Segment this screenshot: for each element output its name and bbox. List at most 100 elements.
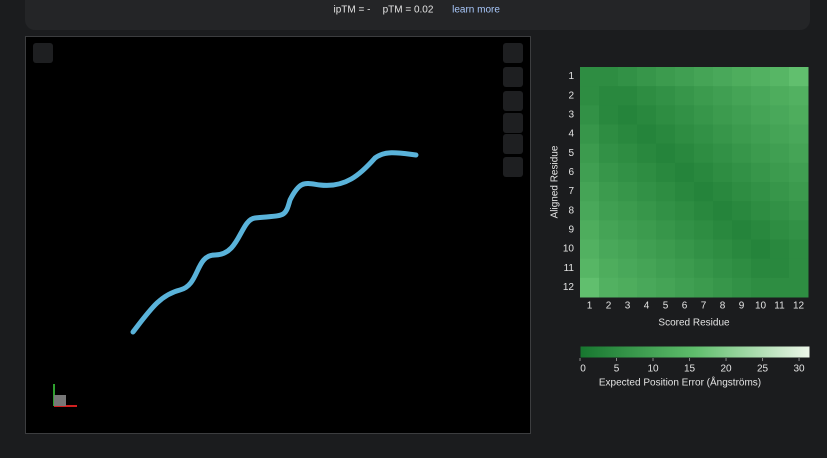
heatmap-cell — [751, 105, 771, 125]
heatmap-cell — [618, 67, 638, 87]
x-axis-label: Scored Residue — [658, 318, 730, 329]
heatmap-cell — [637, 239, 657, 260]
x-tick-label: 12 — [793, 301, 805, 312]
heatmap-cell — [580, 124, 600, 145]
heatmap-cell — [675, 67, 695, 87]
heatmap-cell — [675, 239, 695, 260]
heatmap-cell — [751, 182, 771, 202]
heatmap-cell — [732, 182, 752, 202]
heatmap-cell — [713, 258, 733, 279]
heatmap-cell — [675, 182, 695, 202]
heatmap-cell — [656, 105, 676, 125]
heatmap-cell — [713, 105, 733, 125]
heatmap-cell — [694, 239, 714, 260]
x-tick-label: 8 — [720, 301, 726, 312]
heatmap-cell — [751, 277, 771, 298]
x-tick-label: 1 — [587, 301, 593, 312]
heatmap-cell — [637, 86, 657, 106]
heatmap-cell — [656, 143, 676, 164]
heatmap-cell — [599, 258, 619, 279]
heatmap-cell — [675, 143, 695, 164]
heatmap-cell — [713, 182, 733, 202]
heatmap-cell — [580, 162, 600, 183]
measure-button[interactable] — [503, 91, 523, 111]
viewer-toolbar — [503, 43, 523, 177]
heatmap-cell — [656, 86, 676, 106]
x-tick-label: 4 — [644, 301, 650, 312]
heatmap-cell — [789, 124, 809, 145]
heatmap-cell — [618, 182, 638, 202]
colorbar-tick-label: 10 — [647, 364, 659, 375]
heatmap-cell — [637, 67, 657, 87]
zoom-button[interactable] — [503, 67, 523, 87]
heatmap-cell — [618, 162, 638, 183]
heatmap-cell — [770, 277, 790, 298]
heatmap-cell — [789, 201, 809, 221]
settings-button[interactable] — [503, 134, 523, 154]
heatmap-cell — [637, 277, 657, 298]
x-tick-label: 2 — [606, 301, 612, 312]
y-tick-label: 9 — [568, 225, 574, 236]
protein-ribbon — [130, 150, 419, 335]
heatmap-cell — [580, 182, 600, 202]
heatmap-cell — [751, 239, 771, 260]
heatmap-cell — [618, 258, 638, 279]
structure-viewer[interactable] — [25, 36, 531, 434]
fullscreen-button[interactable] — [503, 113, 523, 133]
heatmap-cell — [751, 258, 771, 279]
heatmap-cell — [732, 124, 752, 145]
heatmap-cell — [675, 258, 695, 279]
heatmap-cell — [694, 277, 714, 298]
colorbar-tick-label: 20 — [720, 364, 732, 375]
heatmap-cell — [789, 86, 809, 106]
heatmap-cell — [675, 277, 695, 298]
heatmap-cell — [732, 162, 752, 183]
colorbar-tick-label: 0 — [580, 364, 586, 375]
heatmap-cell — [770, 201, 790, 221]
heatmap-cell — [637, 124, 657, 145]
y-tick-label: 6 — [568, 167, 574, 178]
select-button[interactable] — [503, 157, 523, 177]
y-axis-label: Aligned Residue — [550, 145, 561, 218]
heatmap-cell — [694, 220, 714, 240]
x-tick-label: 6 — [682, 301, 688, 312]
x-tick-label: 10 — [755, 301, 767, 312]
ptm: pTM = 0.02 — [383, 5, 434, 16]
heatmap-cell — [599, 162, 619, 183]
heatmap-cell — [732, 105, 752, 125]
reset-button[interactable] — [503, 43, 523, 63]
heatmap-cell — [789, 220, 809, 240]
heatmap-cell — [751, 162, 771, 183]
heatmap-cell — [580, 67, 600, 87]
heatmap-cell — [694, 124, 714, 145]
y-tick-label: 11 — [564, 263, 575, 274]
y-tick-label: 8 — [568, 205, 574, 216]
heatmap-cell — [694, 258, 714, 279]
heatmap-cell — [789, 277, 809, 298]
heatmap-cell — [656, 162, 676, 183]
heatmap-cell — [656, 182, 676, 202]
learn-more-link[interactable]: learn more — [452, 5, 500, 16]
heatmap-cell — [770, 182, 790, 202]
heatmap-cell — [732, 220, 752, 240]
heatmap-cell — [675, 105, 695, 125]
heatmap-cell — [751, 201, 771, 221]
heatmap-cell — [732, 86, 752, 106]
x-tick-label: 5 — [663, 301, 669, 312]
heatmap-cell — [770, 220, 790, 240]
heatmap-cell — [599, 239, 619, 260]
heatmap-cell — [770, 105, 790, 125]
heatmap-cell — [732, 143, 752, 164]
heatmap-cell — [713, 162, 733, 183]
heatmap-cell — [656, 239, 676, 260]
heatmap-cell — [618, 143, 638, 164]
heatmap-cell — [618, 239, 638, 260]
header-card — [25, 0, 810, 30]
colorbar-label: Expected Position Error (Ångströms) — [599, 376, 761, 389]
colorbar — [579, 345, 811, 359]
heatmap-cell — [599, 105, 619, 125]
iptm: ipTM = - — [334, 5, 371, 16]
viewer-button[interactable] — [33, 43, 53, 63]
